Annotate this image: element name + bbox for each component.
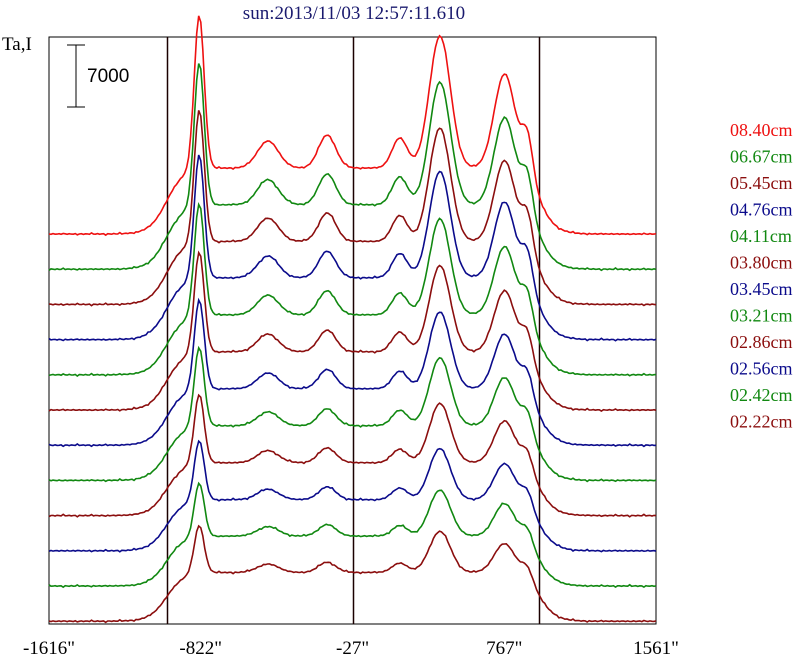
legend-entry: 05.45cm	[730, 173, 793, 193]
scale-bar-label: 7000	[87, 66, 129, 87]
x-tick-label: -822"	[179, 638, 222, 659]
series-line	[48, 110, 657, 307]
x-tick-labels: -1616" -822" -27" 767" 1561"	[23, 638, 679, 659]
series-line	[48, 297, 657, 448]
chart-title: sun:2013/11/03 12:57:11.610	[243, 3, 465, 24]
legend-entry: 04.11cm	[730, 226, 792, 246]
series-lines	[48, 15, 657, 624]
legend-entry: 02.56cm	[730, 359, 793, 379]
series-line	[48, 63, 657, 272]
legend-entry: 03.45cm	[730, 279, 793, 299]
plot-frame	[48, 36, 657, 625]
legend-entry: 03.21cm	[730, 306, 793, 326]
series-line	[48, 393, 657, 518]
intensity-scale-bar: 7000	[67, 44, 129, 108]
series-line	[48, 439, 657, 553]
series-line	[48, 250, 657, 413]
x-tick-label: 1561"	[633, 638, 679, 659]
legend-entry: 08.40cm	[730, 120, 793, 140]
x-tick-label: -1616"	[23, 638, 75, 659]
series-line	[48, 154, 657, 342]
legend-entry: 02.42cm	[730, 385, 793, 405]
legend-entry: 06.67cm	[730, 147, 793, 167]
vertical-marker-lines	[166, 37, 541, 624]
x-tick-label: -27"	[336, 638, 369, 659]
legend: 08.40cm 06.67cm 05.45cm 04.76cm 04.11cm 03.80…	[730, 120, 793, 432]
series-line	[48, 201, 657, 377]
series-line	[48, 15, 657, 237]
x-tick-label: 767"	[486, 638, 522, 659]
series-line	[48, 524, 657, 624]
series-line	[48, 481, 657, 589]
legend-entry: 04.76cm	[730, 200, 793, 220]
legend-entry: 03.80cm	[730, 253, 793, 273]
y-axis-label: Ta,I	[2, 34, 32, 55]
series-line	[48, 345, 657, 483]
legend-entry: 02.86cm	[730, 332, 793, 352]
legend-entry: 02.22cm	[730, 412, 793, 432]
